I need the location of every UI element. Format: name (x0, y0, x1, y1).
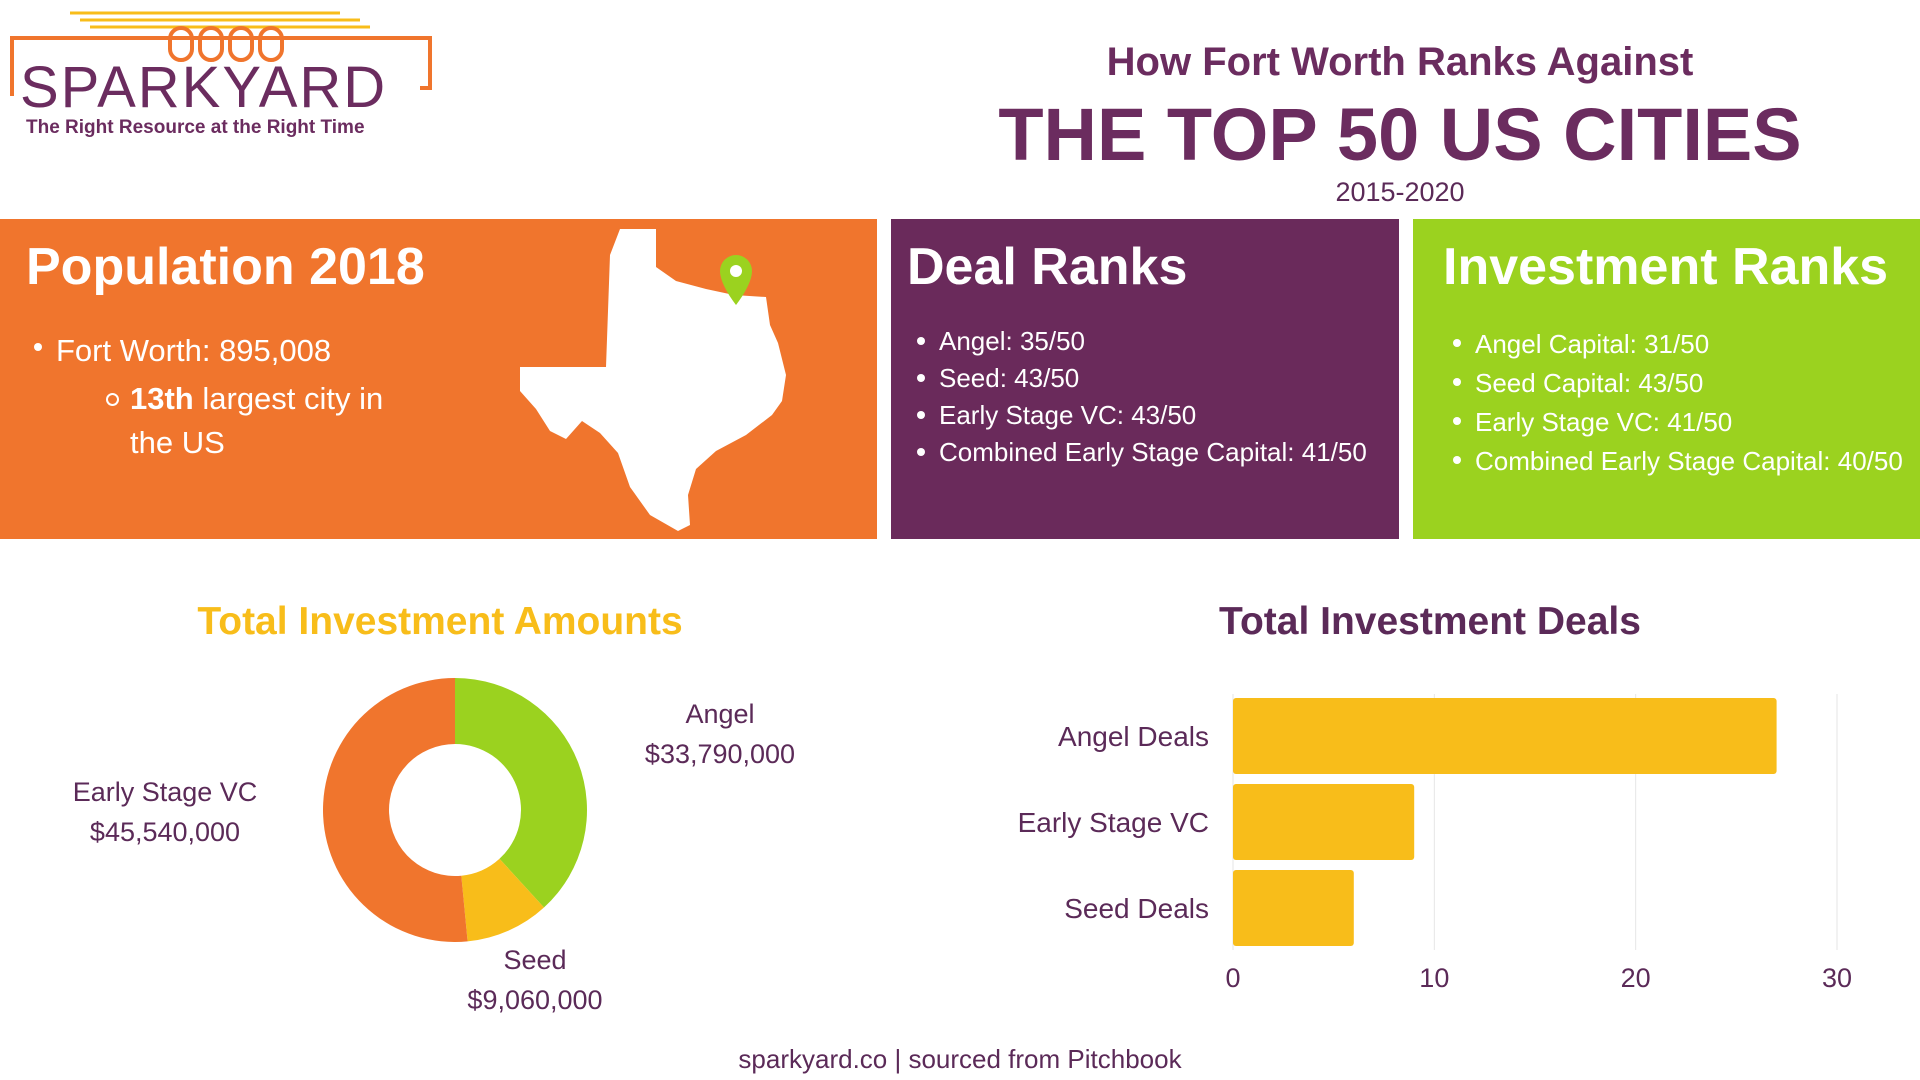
category-label: Early Stage VC (1018, 807, 1209, 838)
deal-ranks-panel: Deal Ranks Angel: 35/50 Seed: 43/50 Earl… (891, 219, 1399, 539)
pie-slice-angel (455, 678, 587, 908)
pie-label-early-stage-vc: Early Stage VC $45,540,000 (40, 772, 290, 852)
pie-label-name: Angel (685, 699, 755, 729)
investment-amounts-title: Total Investment Amounts (197, 600, 683, 643)
investment-amounts-donut (323, 678, 587, 942)
x-tick-label: 20 (1621, 963, 1651, 993)
location-pin-icon (720, 255, 752, 305)
population-item: Fort Worth: 895,008 (56, 333, 332, 368)
pie-label-angel: Angel $33,790,000 (620, 694, 820, 774)
footer-source: sparkyard.co | sourced from Pitchbook (738, 1044, 1182, 1074)
list-item: Early Stage VC: 43/50 (905, 397, 1385, 434)
deal-rank-item: Combined Early Stage Capital: 41/50 (939, 437, 1367, 467)
list-item: Early Stage VC: 41/50 (1441, 403, 1911, 442)
logo-wordmark: SPARKYARD (20, 55, 388, 120)
bar-angel-deals (1233, 698, 1777, 774)
texas-map-icon (520, 229, 786, 531)
deal-rank-item: Early Stage VC: 43/50 (939, 400, 1197, 430)
deal-rank-item: Angel: 35/50 (939, 326, 1086, 356)
list-item: Combined Early Stage Capital: 40/50 (1441, 442, 1911, 481)
header-subtitle: How Fort Worth Ranks Against (1106, 40, 1694, 84)
population-subitem: 13th largest city in the US (102, 377, 402, 465)
x-tick-label: 10 (1419, 963, 1449, 993)
x-tick-label: 0 (1225, 963, 1240, 993)
investment-ranks-title: Investment Ranks (1443, 238, 1889, 296)
investment-ranks-panel: Investment Ranks Angel Capital: 31/50 Se… (1413, 219, 1920, 539)
deal-ranks-list: Angel: 35/50 Seed: 43/50 Early Stage VC:… (905, 323, 1385, 471)
pie-label-seed: Seed $9,060,000 (440, 940, 630, 1020)
list-item: Combined Early Stage Capital: 41/50 (905, 434, 1385, 471)
bar-early-stage-vc (1233, 784, 1415, 860)
pie-label-name: Early Stage VC (72, 777, 258, 807)
bar-seed-deals (1233, 870, 1354, 946)
investment-ranks-list: Angel Capital: 31/50 Seed Capital: 43/50… (1441, 325, 1911, 481)
sparkyard-logo (10, 11, 432, 96)
list-item: Fort Worth: 895,008 (22, 329, 331, 373)
deal-rank-item: Seed: 43/50 (939, 363, 1080, 393)
x-tick-label: 30 (1822, 963, 1852, 993)
logo-tagline: The Right Resource at the Right Time (26, 117, 365, 138)
category-label: Angel Deals (1058, 721, 1209, 752)
population-list: Fort Worth: 895,008 (22, 329, 331, 373)
pie-slice-early-stage-vc (323, 678, 468, 942)
list-item: Seed Capital: 43/50 (1441, 364, 1911, 403)
investment-rank-item: Combined Early Stage Capital: 40/50 (1475, 446, 1903, 476)
pie-label-value: $45,540,000 (89, 817, 241, 847)
deal-ranks-title: Deal Ranks (907, 238, 1188, 296)
pie-slice-seed (461, 858, 544, 942)
pie-label-value: $9,060,000 (467, 985, 603, 1015)
investment-rank-item: Seed Capital: 43/50 (1475, 368, 1704, 398)
investment-rank-item: Angel Capital: 31/50 (1475, 329, 1710, 359)
investment-deals-bar-chart: 0 10 20 30 Angel Deals Early Stage VC Seed Dea… (1018, 694, 1852, 993)
category-label: Seed Deals (1064, 893, 1209, 924)
list-item: Angel: 35/50 (905, 323, 1385, 360)
pie-label-value: $33,790,000 (644, 739, 796, 769)
rank-bold: 13th (130, 381, 194, 416)
population-title: Population 2018 (26, 238, 425, 296)
rank-rest: largest city in the US (130, 381, 384, 460)
list-item: Angel Capital: 31/50 (1441, 325, 1911, 364)
investment-rank-item: Early Stage VC: 41/50 (1475, 407, 1733, 437)
pie-label-name: Seed (503, 945, 567, 975)
header-title: THE TOP 50 US CITIES (998, 93, 1802, 176)
list-item: Seed: 43/50 (905, 360, 1385, 397)
investment-deals-title: Total Investment Deals (1219, 600, 1641, 643)
header-years: 2015-2020 (1335, 177, 1465, 207)
